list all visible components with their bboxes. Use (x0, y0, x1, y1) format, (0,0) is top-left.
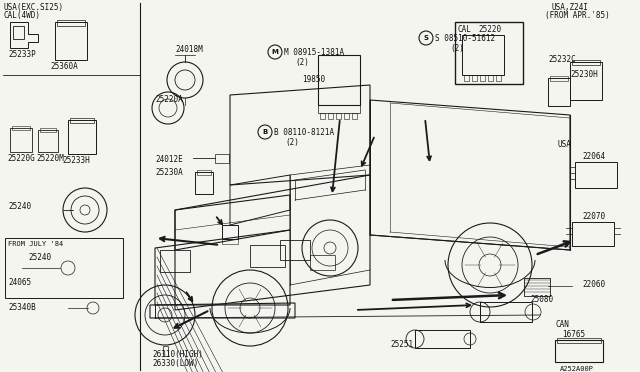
Text: 25360A: 25360A (50, 62, 77, 71)
Text: 22064: 22064 (582, 152, 605, 161)
Text: 25240: 25240 (8, 202, 31, 211)
Text: 24012E: 24012E (155, 155, 183, 164)
Text: 22060: 22060 (582, 280, 605, 289)
Text: 25230A: 25230A (155, 168, 183, 177)
Text: (2): (2) (450, 44, 464, 53)
Text: (2): (2) (295, 58, 309, 67)
Text: 26330(LOW): 26330(LOW) (152, 359, 198, 368)
Text: 25233P: 25233P (8, 50, 36, 59)
Text: USA: USA (558, 140, 572, 149)
Text: (2): (2) (285, 138, 299, 147)
Text: 16765: 16765 (562, 330, 585, 339)
Text: 25220: 25220 (478, 25, 501, 34)
Text: (FROM APR.'85): (FROM APR.'85) (545, 11, 610, 20)
Text: B: B (262, 129, 268, 135)
Text: 25220A: 25220A (155, 95, 183, 104)
Text: M 08915-1381A: M 08915-1381A (284, 48, 344, 57)
Text: CAL(4WD): CAL(4WD) (3, 11, 40, 20)
Text: CAL: CAL (458, 25, 472, 34)
Text: 25232C: 25232C (548, 55, 576, 64)
Text: M: M (271, 49, 278, 55)
Text: FROM JULY '84: FROM JULY '84 (8, 241, 63, 247)
Text: A252A00P: A252A00P (560, 366, 594, 372)
Text: 19850: 19850 (302, 75, 325, 84)
Text: USA,Z24I: USA,Z24I (552, 3, 589, 12)
Text: 25340B: 25340B (8, 303, 36, 312)
Text: 25080: 25080 (530, 295, 553, 304)
Text: 25220G: 25220G (7, 154, 35, 163)
Text: CAN: CAN (555, 320, 569, 329)
Text: B 08110-8121A: B 08110-8121A (274, 128, 334, 137)
Text: 25230H: 25230H (570, 70, 598, 79)
Text: USA(EXC.SI25): USA(EXC.SI25) (3, 3, 63, 12)
Text: S 08510-51612: S 08510-51612 (435, 34, 495, 43)
Text: 25240: 25240 (28, 253, 51, 262)
Text: S: S (424, 35, 429, 41)
Text: 24018M: 24018M (175, 45, 203, 54)
Text: 25251: 25251 (390, 340, 413, 349)
Text: 25233H: 25233H (62, 156, 90, 165)
Text: 24065: 24065 (8, 278, 31, 287)
Text: 25220M: 25220M (36, 154, 64, 163)
Text: 26310(HIGH): 26310(HIGH) (152, 350, 203, 359)
Text: 22070: 22070 (582, 212, 605, 221)
